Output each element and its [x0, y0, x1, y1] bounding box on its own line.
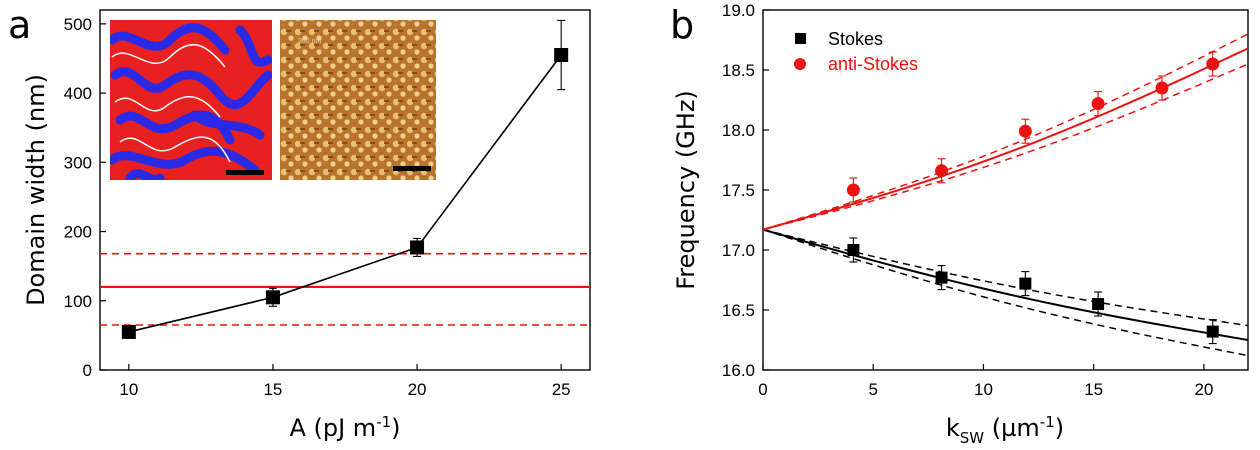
data-point: [1019, 277, 1032, 290]
fit-line-upper: [763, 33, 1248, 231]
y-tick-label: 16.0: [722, 361, 755, 380]
y-tick-label: 16.5: [722, 301, 755, 320]
fit-line-upper: [763, 228, 1248, 327]
data-point: [1018, 124, 1032, 138]
panel-a-ticks: 10 15 20 25 0 100 200 300 400 500: [64, 15, 571, 399]
data-point: [935, 271, 948, 284]
panel-a-xlabel: A (pJ m-1): [289, 413, 400, 442]
data-point: [847, 244, 860, 256]
y-tick-label: 18.0: [722, 121, 755, 140]
x-tick-label: 15: [1084, 380, 1103, 399]
panel-b-letter: b: [670, 3, 694, 47]
y-tick-label: 500: [64, 15, 92, 34]
panel-a-data: [121, 19, 569, 339]
data-point: [1092, 298, 1105, 310]
panel-a-ylabel: Domain width (nm): [22, 74, 50, 306]
inset-scale-bar-left: [226, 170, 264, 175]
x-tick-label: 0: [758, 380, 767, 399]
inset-simulation: [110, 20, 272, 180]
fit-line-lower: [763, 228, 1248, 357]
y-tick-label: 18.5: [722, 61, 755, 80]
inset-mfm-label: 300 nm: [298, 38, 322, 45]
data-point: [1155, 81, 1169, 95]
panel-a: 10 15 20 25 0 100 200 300 400 500 300: [22, 9, 591, 442]
panel-b-data: [763, 33, 1248, 357]
y-tick-label: 100: [64, 292, 92, 311]
panel-a-letter: a: [8, 3, 31, 47]
y-tick-label: 400: [64, 84, 92, 103]
legend-label-anti-stokes: anti-Stokes: [828, 54, 918, 74]
panel-a-frame: [99, 9, 591, 371]
x-tick-label: 10: [119, 380, 138, 399]
data-point: [121, 324, 136, 339]
x-tick-label: 15: [263, 380, 282, 399]
data-point: [1206, 325, 1219, 338]
y-tick-label: 17.5: [722, 181, 755, 200]
data-point: [554, 48, 569, 62]
panel-b-ticks: 0 5 10 15 20 16.0 16.5 17.0 17.5 18.0 18.5 19.0: [722, 1, 1213, 399]
x-tick-label: 5: [868, 380, 877, 399]
legend-marker-anti-stokes: [794, 58, 806, 70]
y-tick-label: 0: [83, 361, 92, 380]
y-tick-label: 17.0: [722, 241, 755, 260]
y-tick-label: 200: [64, 223, 92, 242]
inset-mfm: 300 nm: [280, 20, 436, 180]
data-point: [1091, 97, 1105, 111]
series-line: [128, 54, 562, 333]
y-tick-label: 300: [64, 153, 92, 172]
panel-b-xlabel: kSW (µm-1): [946, 413, 1064, 447]
data-point: [935, 164, 949, 178]
panel-b: 0 5 10 15 20 16.0 16.5 17.0 17.5 18.0 18.5 19.0 Sto…: [672, 1, 1249, 447]
panel-a-reference-lines: [100, 252, 590, 326]
data-point: [410, 240, 425, 255]
legend-marker-stokes: [795, 33, 806, 44]
data-point: [846, 183, 860, 197]
y-tick-label: 19.0: [722, 1, 755, 20]
panel-b-ylabel: Frequency (GHz): [672, 90, 700, 290]
x-tick-label: 10: [974, 380, 993, 399]
legend: Stokes anti-Stokes: [794, 29, 918, 74]
data-point: [265, 290, 280, 305]
inset-scale-bar-right: [393, 166, 431, 171]
x-tick-label: 20: [408, 380, 427, 399]
fit-line: [763, 47, 1248, 231]
data-point: [1206, 57, 1220, 71]
x-tick-label: 25: [552, 380, 571, 399]
x-tick-label: 20: [1194, 380, 1213, 399]
fit-line-lower: [763, 63, 1248, 231]
fit-line: [763, 228, 1248, 341]
legend-label-stokes: Stokes: [828, 29, 883, 49]
